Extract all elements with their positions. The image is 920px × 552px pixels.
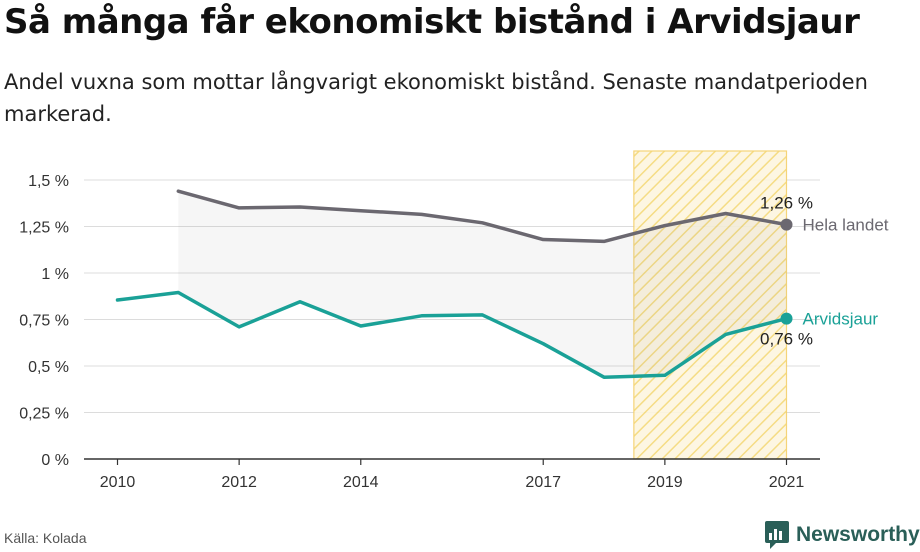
newsworthy-icon [765,521,789,549]
series-name-label: Arvidsjaur [803,310,879,329]
x-tick-label: 2014 [343,474,379,491]
x-tick-label: 2017 [525,474,561,491]
brand-name: Newsworthy [796,523,920,546]
y-tick-label: 0,5 % [28,359,69,376]
x-tick-label: 2010 [100,474,136,491]
y-tick-label: 1 % [41,266,69,283]
y-tick-label: 1,5 % [28,173,69,190]
mandate-period-highlight [633,150,788,460]
gap-area [178,191,787,378]
series-value-label: 0,76 % [760,330,813,349]
chart-title: Så många får ekonomiskt bistånd i Arvids… [4,2,860,42]
source-note: Källa: Kolada [4,530,87,546]
y-tick-label: 0 % [41,452,69,469]
series-name-label: Hela landet [803,216,889,235]
y-tick-label: 0,75 % [19,313,69,330]
newsworthy-logo[interactable]: Newsworthy [764,520,920,550]
series-end-point [780,312,793,325]
series-line-local [115,290,789,379]
x-tick-label: 2019 [647,474,683,491]
series-line-national [176,189,789,244]
x-tick-label: 2021 [769,474,805,491]
y-tick-label: 1,25 % [19,220,69,237]
x-tick-label: 2012 [221,474,257,491]
chart-subtitle: Andel vuxna som mottar långvarigt ekonom… [4,70,868,126]
series-end-point [780,218,793,231]
y-tick-label: 0,25 % [19,406,69,423]
series-value-label: 1,26 % [760,194,813,213]
